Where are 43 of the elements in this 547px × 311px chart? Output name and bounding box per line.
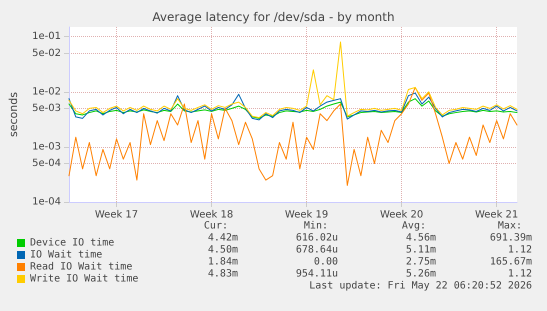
text: 1.84m: [208, 256, 238, 268]
text: 4.50m: [208, 244, 238, 256]
x-tick-label: Week 18: [190, 210, 234, 220]
y-tick-label: 5e-03: [32, 102, 61, 114]
text: 5.11m: [406, 244, 436, 256]
text: 1.12: [508, 268, 532, 280]
y-tick-label: 1e-04: [32, 196, 61, 208]
x-tick-label: Week 19: [284, 210, 328, 220]
text: 1.12: [508, 244, 532, 256]
text: 691.39m: [490, 232, 532, 244]
text: 5.26m: [406, 268, 436, 280]
line-series: [68, 98, 518, 119]
text: 954.11u: [296, 268, 338, 280]
legend-label: IO Wait time: [30, 250, 102, 260]
x-tick-label: Week 17: [94, 210, 138, 220]
text: Avg:: [402, 220, 426, 232]
text: Max:: [498, 220, 522, 232]
chart-title: Average latency for /dev/sda - by month: [152, 10, 395, 24]
text: Last update: Fri May 22 06:20:52 2026: [309, 280, 532, 292]
line-series: [68, 86, 518, 186]
text: Min:: [304, 220, 328, 232]
y-tick-label: 5e-02: [32, 48, 61, 59]
y-tick-label: 1e-01: [32, 31, 61, 42]
text: 4.56m: [406, 232, 436, 244]
y-tick-label: 1e-02: [32, 86, 61, 98]
line-series: [68, 92, 518, 120]
line-series: [68, 42, 518, 118]
legend-label: Write IO Wait time: [30, 274, 138, 284]
legend-label: Read IO Wait time: [30, 262, 132, 272]
legend-label: Device IO time: [30, 238, 114, 248]
y-tick-label: 1e-03: [32, 141, 61, 152]
text: 165.67m: [490, 256, 532, 268]
text: 4.42m: [208, 232, 238, 244]
text: 2.75m: [406, 256, 436, 268]
x-tick-label: Week 20: [380, 210, 424, 220]
y-axis-title: seconds: [7, 92, 20, 137]
text: 616.02u: [296, 232, 338, 244]
text: 678.64u: [296, 244, 338, 256]
y-tick-label: 5e-04: [32, 158, 61, 169]
text: Cur:: [204, 220, 228, 232]
text: 4.83m: [208, 268, 238, 280]
text: 0.00: [314, 256, 338, 268]
x-tick-label: Week 21: [474, 210, 518, 220]
